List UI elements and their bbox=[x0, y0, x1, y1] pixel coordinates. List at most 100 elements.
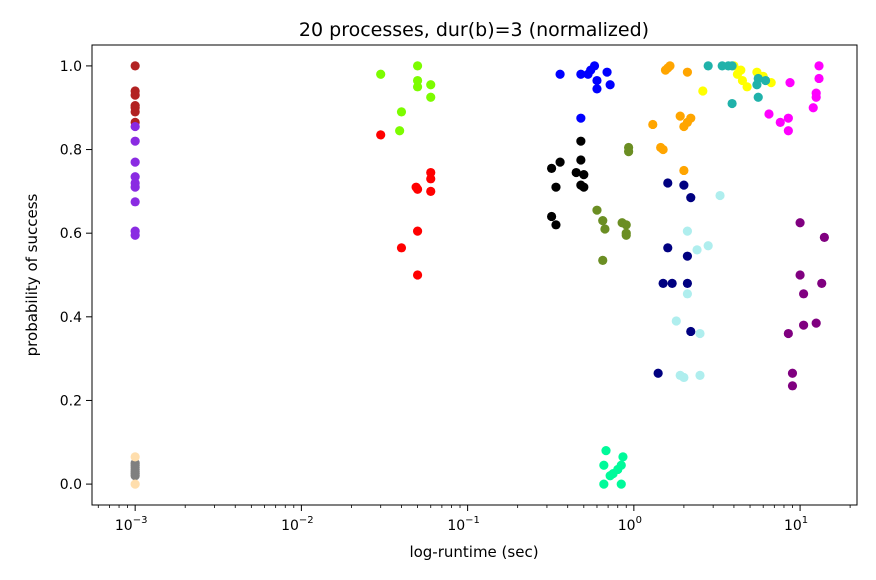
data-points bbox=[130, 61, 829, 489]
point-purple-6 bbox=[130, 197, 140, 207]
y-tick-label: 0.0 bbox=[60, 477, 82, 493]
point-darkmagenta-5 bbox=[799, 320, 809, 330]
point-yellow-8 bbox=[742, 82, 752, 92]
plot-frame bbox=[91, 44, 858, 506]
point-red-5 bbox=[426, 186, 436, 196]
point-lawngreen-1 bbox=[412, 61, 423, 71]
point-darkmagenta-2 bbox=[795, 270, 805, 280]
point-red-7 bbox=[396, 243, 407, 253]
point-black-2 bbox=[576, 155, 586, 165]
point-navy-3 bbox=[663, 243, 673, 253]
point-lawngreen-5 bbox=[426, 92, 436, 102]
point-paleturquoise-9 bbox=[695, 370, 705, 380]
point-lawngreen-4 bbox=[426, 80, 436, 90]
point-springgreen-6 bbox=[605, 471, 615, 481]
point-black-8 bbox=[551, 182, 561, 192]
point-blue-4 bbox=[589, 61, 600, 71]
point-black-1 bbox=[555, 157, 565, 167]
point-blue-1 bbox=[576, 69, 586, 79]
point-red-6 bbox=[412, 226, 423, 236]
point-red-4 bbox=[412, 184, 423, 194]
point-teal-6 bbox=[760, 75, 771, 86]
point-yellow-0 bbox=[698, 86, 708, 96]
point-magenta-5 bbox=[808, 103, 818, 113]
point-teal-8 bbox=[727, 98, 737, 109]
y-axis-label: probability of success bbox=[23, 193, 41, 356]
x-tick-label: 101 bbox=[784, 515, 808, 534]
point-darkmagenta-4 bbox=[799, 289, 809, 299]
plot-area bbox=[92, 45, 857, 505]
point-lawngreen-0 bbox=[376, 69, 386, 79]
point-wheat-0 bbox=[130, 452, 140, 462]
point-purple-2 bbox=[130, 157, 140, 167]
y-tick-label: 1.0 bbox=[60, 59, 82, 75]
point-darkmagenta-8 bbox=[787, 368, 798, 378]
point-purple-1 bbox=[130, 136, 140, 146]
point-navy-9 bbox=[653, 368, 663, 378]
point-darkmagenta-0 bbox=[795, 218, 805, 228]
point-red-2 bbox=[426, 174, 436, 184]
point-magenta-8 bbox=[783, 113, 793, 123]
point-brown-5 bbox=[130, 107, 140, 117]
point-red-8 bbox=[412, 270, 423, 280]
point-wheat-1 bbox=[130, 479, 140, 489]
y-axis-ticks: 0.0 0.2 0.4 0.6 0.8 1.0 bbox=[60, 59, 92, 493]
point-black-7 bbox=[579, 182, 589, 192]
point-paleturquoise-3 bbox=[692, 245, 702, 255]
point-brown-0 bbox=[130, 61, 140, 71]
point-yellow-3 bbox=[736, 65, 746, 75]
point-navy-0 bbox=[663, 178, 673, 188]
point-springgreen-8 bbox=[616, 479, 626, 489]
point-springgreen-2 bbox=[599, 460, 609, 470]
point-navy-8 bbox=[686, 326, 696, 337]
point-olive-6 bbox=[621, 220, 631, 230]
point-teal-7 bbox=[753, 92, 763, 102]
point-darkmagenta-1 bbox=[819, 232, 829, 242]
point-orange-5 bbox=[675, 111, 685, 121]
x-tick-label: 10−3 bbox=[115, 515, 148, 534]
point-darkmagenta-6 bbox=[811, 318, 821, 328]
point-magenta-6 bbox=[764, 109, 774, 119]
point-black-10 bbox=[551, 220, 561, 230]
point-purple-5 bbox=[130, 182, 140, 192]
point-magenta-9 bbox=[783, 126, 793, 136]
point-springgreen-5 bbox=[613, 464, 623, 475]
point-gray-6 bbox=[130, 471, 140, 481]
point-olive-1 bbox=[624, 147, 634, 157]
point-magenta-1 bbox=[814, 73, 824, 84]
point-blue-5 bbox=[602, 67, 612, 77]
point-black-4 bbox=[571, 167, 581, 178]
point-paleturquoise-5 bbox=[671, 316, 681, 326]
point-navy-4 bbox=[682, 251, 693, 261]
y-tick-label: 0.8 bbox=[60, 143, 82, 159]
point-olive-8 bbox=[621, 228, 631, 238]
point-darkmagenta-3 bbox=[817, 278, 827, 288]
point-teal-3 bbox=[727, 61, 737, 71]
point-black-9 bbox=[546, 211, 557, 222]
point-darkmagenta-9 bbox=[787, 381, 798, 391]
point-orange-3 bbox=[682, 67, 693, 77]
point-paleturquoise-0 bbox=[715, 190, 725, 201]
point-yellow-6 bbox=[737, 75, 748, 86]
point-darkmagenta-7 bbox=[783, 328, 793, 339]
y-tick-label: 0.2 bbox=[60, 393, 82, 409]
point-navy-5 bbox=[658, 278, 668, 288]
chart-title: 20 processes, dur(b)=3 (normalized) bbox=[299, 19, 649, 41]
point-purple-8 bbox=[130, 230, 140, 240]
point-springgreen-1 bbox=[618, 452, 628, 462]
point-paleturquoise-8 bbox=[679, 372, 689, 383]
point-springgreen-7 bbox=[599, 479, 609, 489]
point-springgreen-0 bbox=[601, 446, 611, 456]
point-lawngreen-7 bbox=[395, 126, 405, 136]
point-olive-2 bbox=[592, 205, 602, 215]
point-navy-1 bbox=[679, 180, 689, 190]
point-red-0 bbox=[376, 130, 386, 140]
x-axis-ticks: 10−3 10−2 10−1 100 101 bbox=[97, 505, 851, 534]
x-axis-label: log-runtime (sec) bbox=[409, 543, 538, 561]
point-purple-0 bbox=[130, 121, 140, 132]
y-tick-label: 0.4 bbox=[60, 310, 82, 326]
point-olive-3 bbox=[598, 216, 608, 226]
point-magenta-0 bbox=[814, 61, 824, 71]
point-lawngreen-6 bbox=[396, 107, 407, 117]
